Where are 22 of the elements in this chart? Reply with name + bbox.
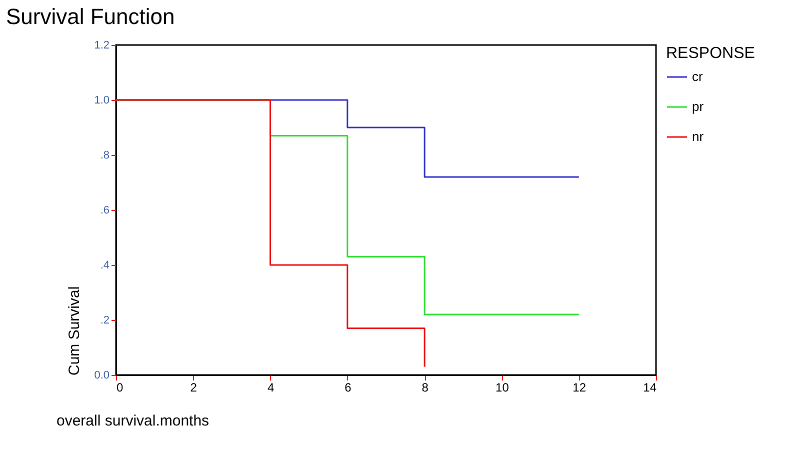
x-tick-label: 4 [267, 380, 274, 394]
legend-label: cr [692, 69, 704, 84]
x-tick-label: 2 [190, 380, 198, 394]
y-tick-label: .6 [100, 204, 110, 216]
legend-label: nr [692, 129, 704, 144]
y-tick-label: 1.2 [94, 40, 110, 52]
x-tick-label: 14 [643, 380, 657, 394]
y-axis-title: Cum Survival [66, 286, 84, 376]
x-tick-label: 0 [116, 380, 124, 394]
y-tick-label: .4 [100, 260, 110, 272]
y-tick-label: .8 [100, 150, 110, 162]
chart-title: Survival Function [6, 4, 175, 29]
legend-label: pr [692, 99, 704, 114]
y-tick-label: 0.0 [94, 370, 110, 382]
x-axis-title: overall survival.months [56, 412, 210, 430]
x-tick-label: 10 [496, 380, 510, 394]
x-tick-label: 8 [422, 380, 429, 394]
x-tick-label: 12 [572, 380, 586, 394]
x-tick-label: 6 [344, 380, 352, 394]
y-tick-label: 1.0 [94, 94, 110, 106]
y-tick-label: .2 [100, 314, 110, 326]
legend-title: RESPONSE [666, 45, 755, 62]
